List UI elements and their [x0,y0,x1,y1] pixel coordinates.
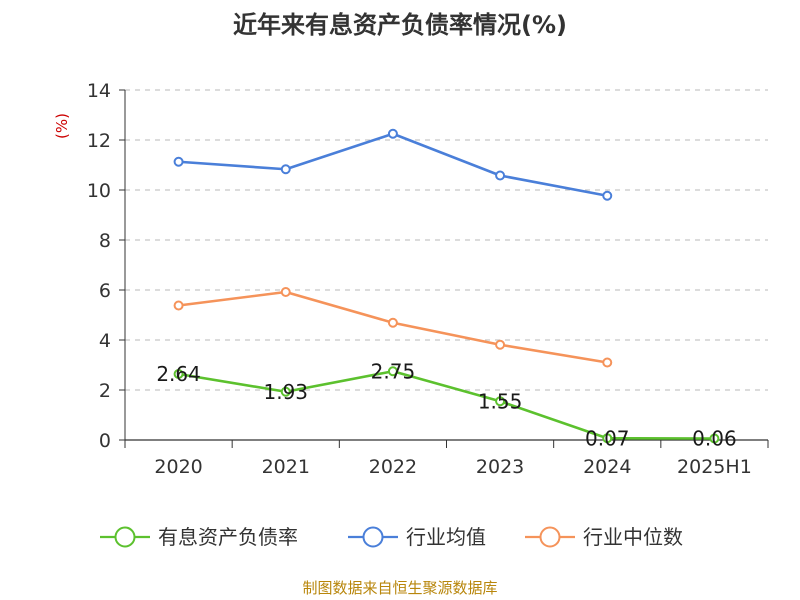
data-labels: 2.64 1.93 2.75 1.55 0.07 0.06 [156,359,736,450]
y-tick-label: 10 [87,180,111,202]
data-point [173,300,184,311]
data-point [280,164,291,175]
legend-label: 行业均值 [406,525,486,549]
data-label: 1.93 [263,380,308,404]
x-tick-label: 2020 [154,456,202,478]
data-point [602,357,613,368]
data-point [173,156,184,167]
data-point [387,128,398,139]
x-tick-label: 2023 [476,456,524,478]
legend: 有息资产负债率 行业均值 行业中位数 [100,525,683,549]
x-tick-label: 2025H1 [677,456,752,478]
axes: 0 2 4 6 8 10 12 14 2020 2021 2022 2023 2024 2025H1 [87,80,769,478]
legend-swatch-marker [539,526,561,548]
data-point [173,369,184,379]
y-tick-label: 14 [87,80,111,102]
chart-title: 近年来有息资产负债率情况(%) [233,11,567,39]
source-note: 制图数据来自恒生聚源数据库 [302,579,497,597]
data-point [495,170,506,181]
data-label: 0.06 [692,427,737,451]
data-point [495,396,506,407]
x-tick-label: 2022 [369,456,417,478]
legend-swatch-marker [362,526,384,548]
data-label: 2.75 [371,359,416,383]
legend-label: 行业中位数 [583,525,683,549]
legend-label: 有息资产负债率 [158,525,298,549]
y-tick-label: 8 [99,230,111,252]
y-tick-label: 4 [99,330,111,352]
y-tick-label: 6 [99,280,111,302]
data-label: 1.55 [478,389,523,413]
data-point [387,366,398,377]
x-tick-label: 2024 [583,456,631,478]
data-label: 2.64 [156,362,201,386]
y-tick-label: 2 [99,380,111,402]
data-point [387,317,398,328]
data-label: 0.07 [585,426,630,450]
series-lines [173,128,720,444]
data-point [602,433,613,444]
data-point [709,433,720,444]
series-line-0 [178,369,715,440]
legend-swatch-marker [114,526,136,548]
x-tick-label: 2021 [262,456,310,478]
data-point [495,339,506,350]
data-point [602,190,613,201]
y-axis-unit: (%) [53,113,71,139]
series-line-1 [178,132,608,198]
y-tick-label: 12 [87,130,111,152]
gridlines [125,89,768,391]
data-point [280,386,291,397]
data-point [280,287,291,297]
y-tick-label: 0 [99,430,111,452]
